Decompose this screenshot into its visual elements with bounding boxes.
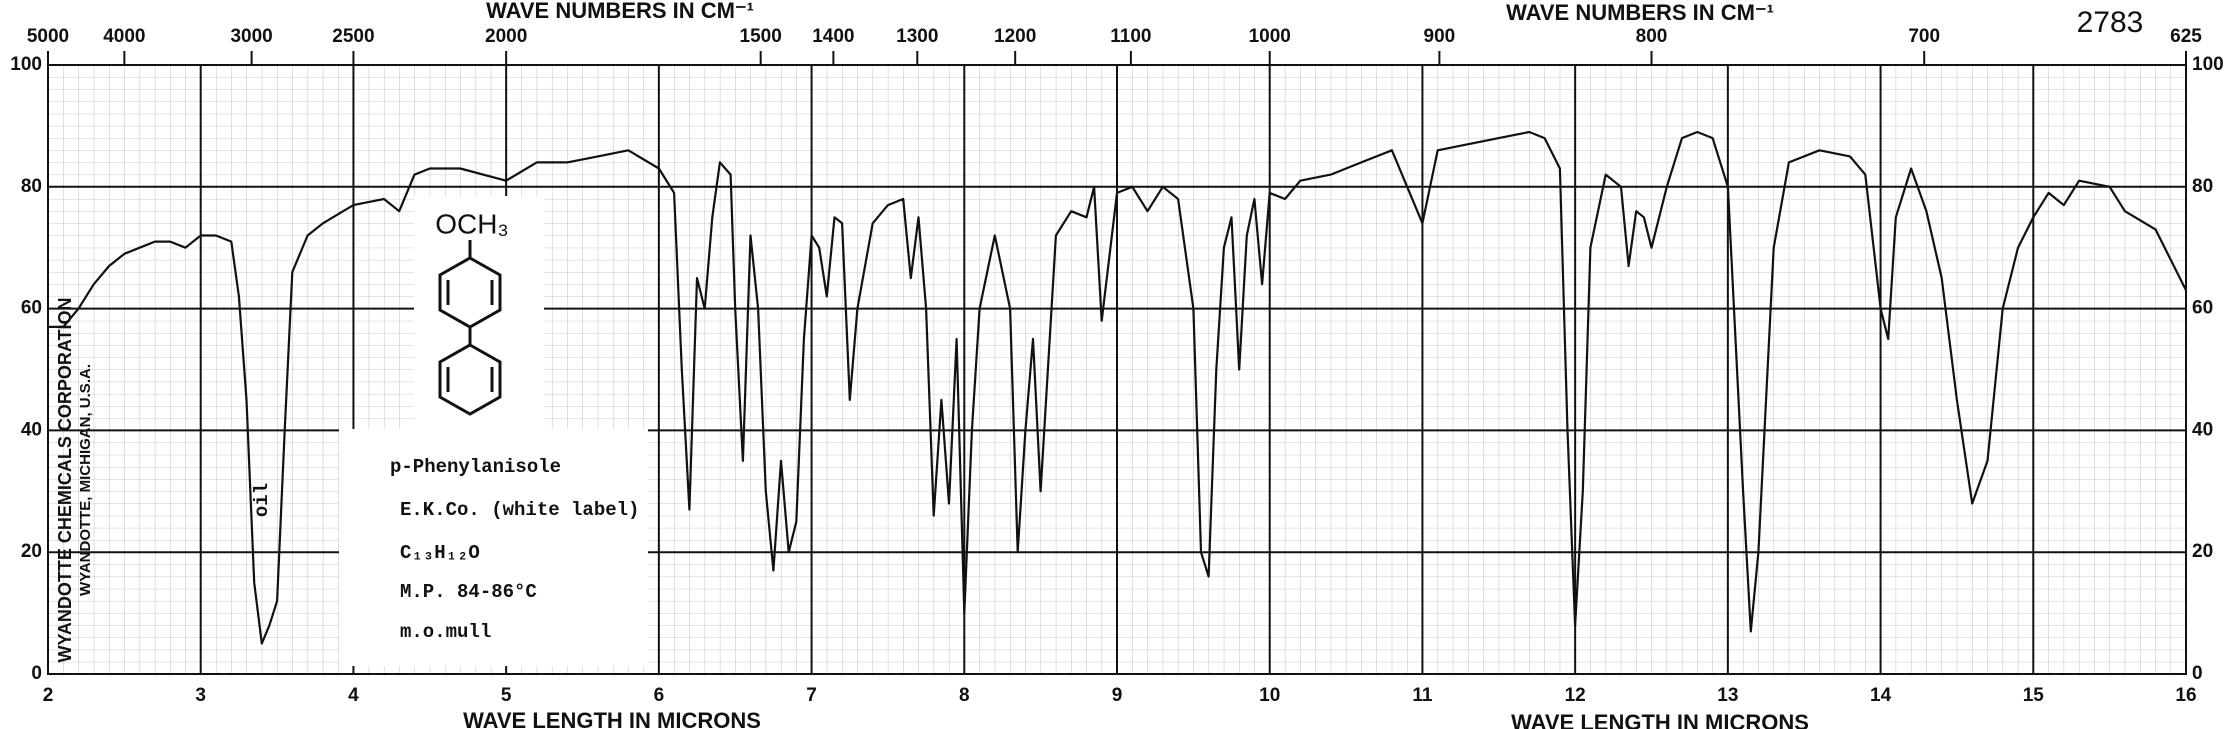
x2-tick-label: 4000 xyxy=(103,26,145,47)
annotation: E.K.Co. (white label) xyxy=(400,499,639,521)
x2-tick-label: 2500 xyxy=(332,26,374,47)
y-tick-label: 40 xyxy=(21,419,42,440)
band-label: oil xyxy=(251,483,273,517)
x2-tick-label: 1100 xyxy=(1110,26,1151,47)
side-text: WYANDOTTE CHEMICALS CORPORATION xyxy=(55,297,75,662)
x2-tick-label: 2000 xyxy=(485,26,527,47)
x-tick-label: 16 xyxy=(2175,685,2196,706)
x-tick-label: 9 xyxy=(1112,685,1123,706)
y-tick-label: 0 xyxy=(31,663,42,684)
y-tick-label: 0 xyxy=(2192,663,2203,684)
structure-drawing xyxy=(438,240,502,416)
annotation-box: OCH₃ p-Phenylanisole E.K.Co. (white labe… xyxy=(339,196,648,666)
side-text: WYANDOTTE, MICHIGAN, U.S.A. xyxy=(77,364,94,596)
annotation: m.o.mull xyxy=(400,621,491,643)
x2-tick-label: 1500 xyxy=(740,26,782,47)
label-background xyxy=(339,429,648,666)
x2-tick-label: 700 xyxy=(1908,26,1940,47)
y-tick-label: 20 xyxy=(2192,541,2213,562)
x-tick-label: 11 xyxy=(1412,685,1433,706)
y-tick-label: 80 xyxy=(21,176,42,197)
spectrum-line xyxy=(48,130,2187,645)
x2-tick-label: 800 xyxy=(1636,26,1668,47)
x-tick-label: 4 xyxy=(348,685,359,706)
x-tick-label: 7 xyxy=(806,685,817,706)
structure-label: OCH₃ xyxy=(435,208,509,239)
y-tick-label: 100 xyxy=(10,54,42,75)
x2-tick-label: 1400 xyxy=(812,26,854,47)
annotation: p-Phenylanisole xyxy=(390,456,561,478)
x-tick-label: 5 xyxy=(501,685,512,706)
structure-background xyxy=(414,196,544,436)
y-tick-label: 60 xyxy=(2192,298,2213,319)
y-tick-label: 100 xyxy=(2192,54,2224,75)
x2-tick-label: 1300 xyxy=(896,26,938,47)
x-tick-label: 13 xyxy=(1717,685,1738,706)
x-tick-label: 12 xyxy=(1565,685,1586,706)
x2-tick-label: 3000 xyxy=(230,26,272,47)
x2-tick-label: 1000 xyxy=(1249,26,1291,47)
x-tick-label: 6 xyxy=(654,685,665,706)
x2-tick-label: 900 xyxy=(1424,26,1456,47)
y-tick-label: 60 xyxy=(21,298,42,319)
top-axis-label: WAVE NUMBERS IN CM⁻¹ xyxy=(486,0,754,23)
x-tick-label: 3 xyxy=(195,685,206,706)
annotation: C₁₃H₁₂O xyxy=(400,542,480,564)
y-tick-label: 80 xyxy=(2192,176,2213,197)
x2-tick-label: 5000 xyxy=(27,26,69,47)
x2-tick-label: 1200 xyxy=(994,26,1036,47)
x-axis-label: WAVE LENGTH IN MICRONS xyxy=(1511,710,1809,729)
catalog-number: 2783 xyxy=(2077,6,2144,39)
y-tick-label: 20 xyxy=(21,541,42,562)
top-axis-label: WAVE NUMBERS IN CM⁻¹ xyxy=(1506,0,1774,25)
x-tick-label: 14 xyxy=(1870,685,1892,706)
annotation: M.P. 84-86°C xyxy=(400,581,537,603)
x-tick-label: 8 xyxy=(959,685,970,706)
x-tick-label: 10 xyxy=(1259,685,1280,706)
x-axis-label: WAVE LENGTH IN MICRONS xyxy=(463,708,761,729)
y-tick-label: 40 xyxy=(2192,419,2213,440)
x-tick-label: 15 xyxy=(2023,685,2045,706)
x2-tick-label: 625 xyxy=(2170,26,2202,47)
x-tick-label: 2 xyxy=(43,685,54,706)
